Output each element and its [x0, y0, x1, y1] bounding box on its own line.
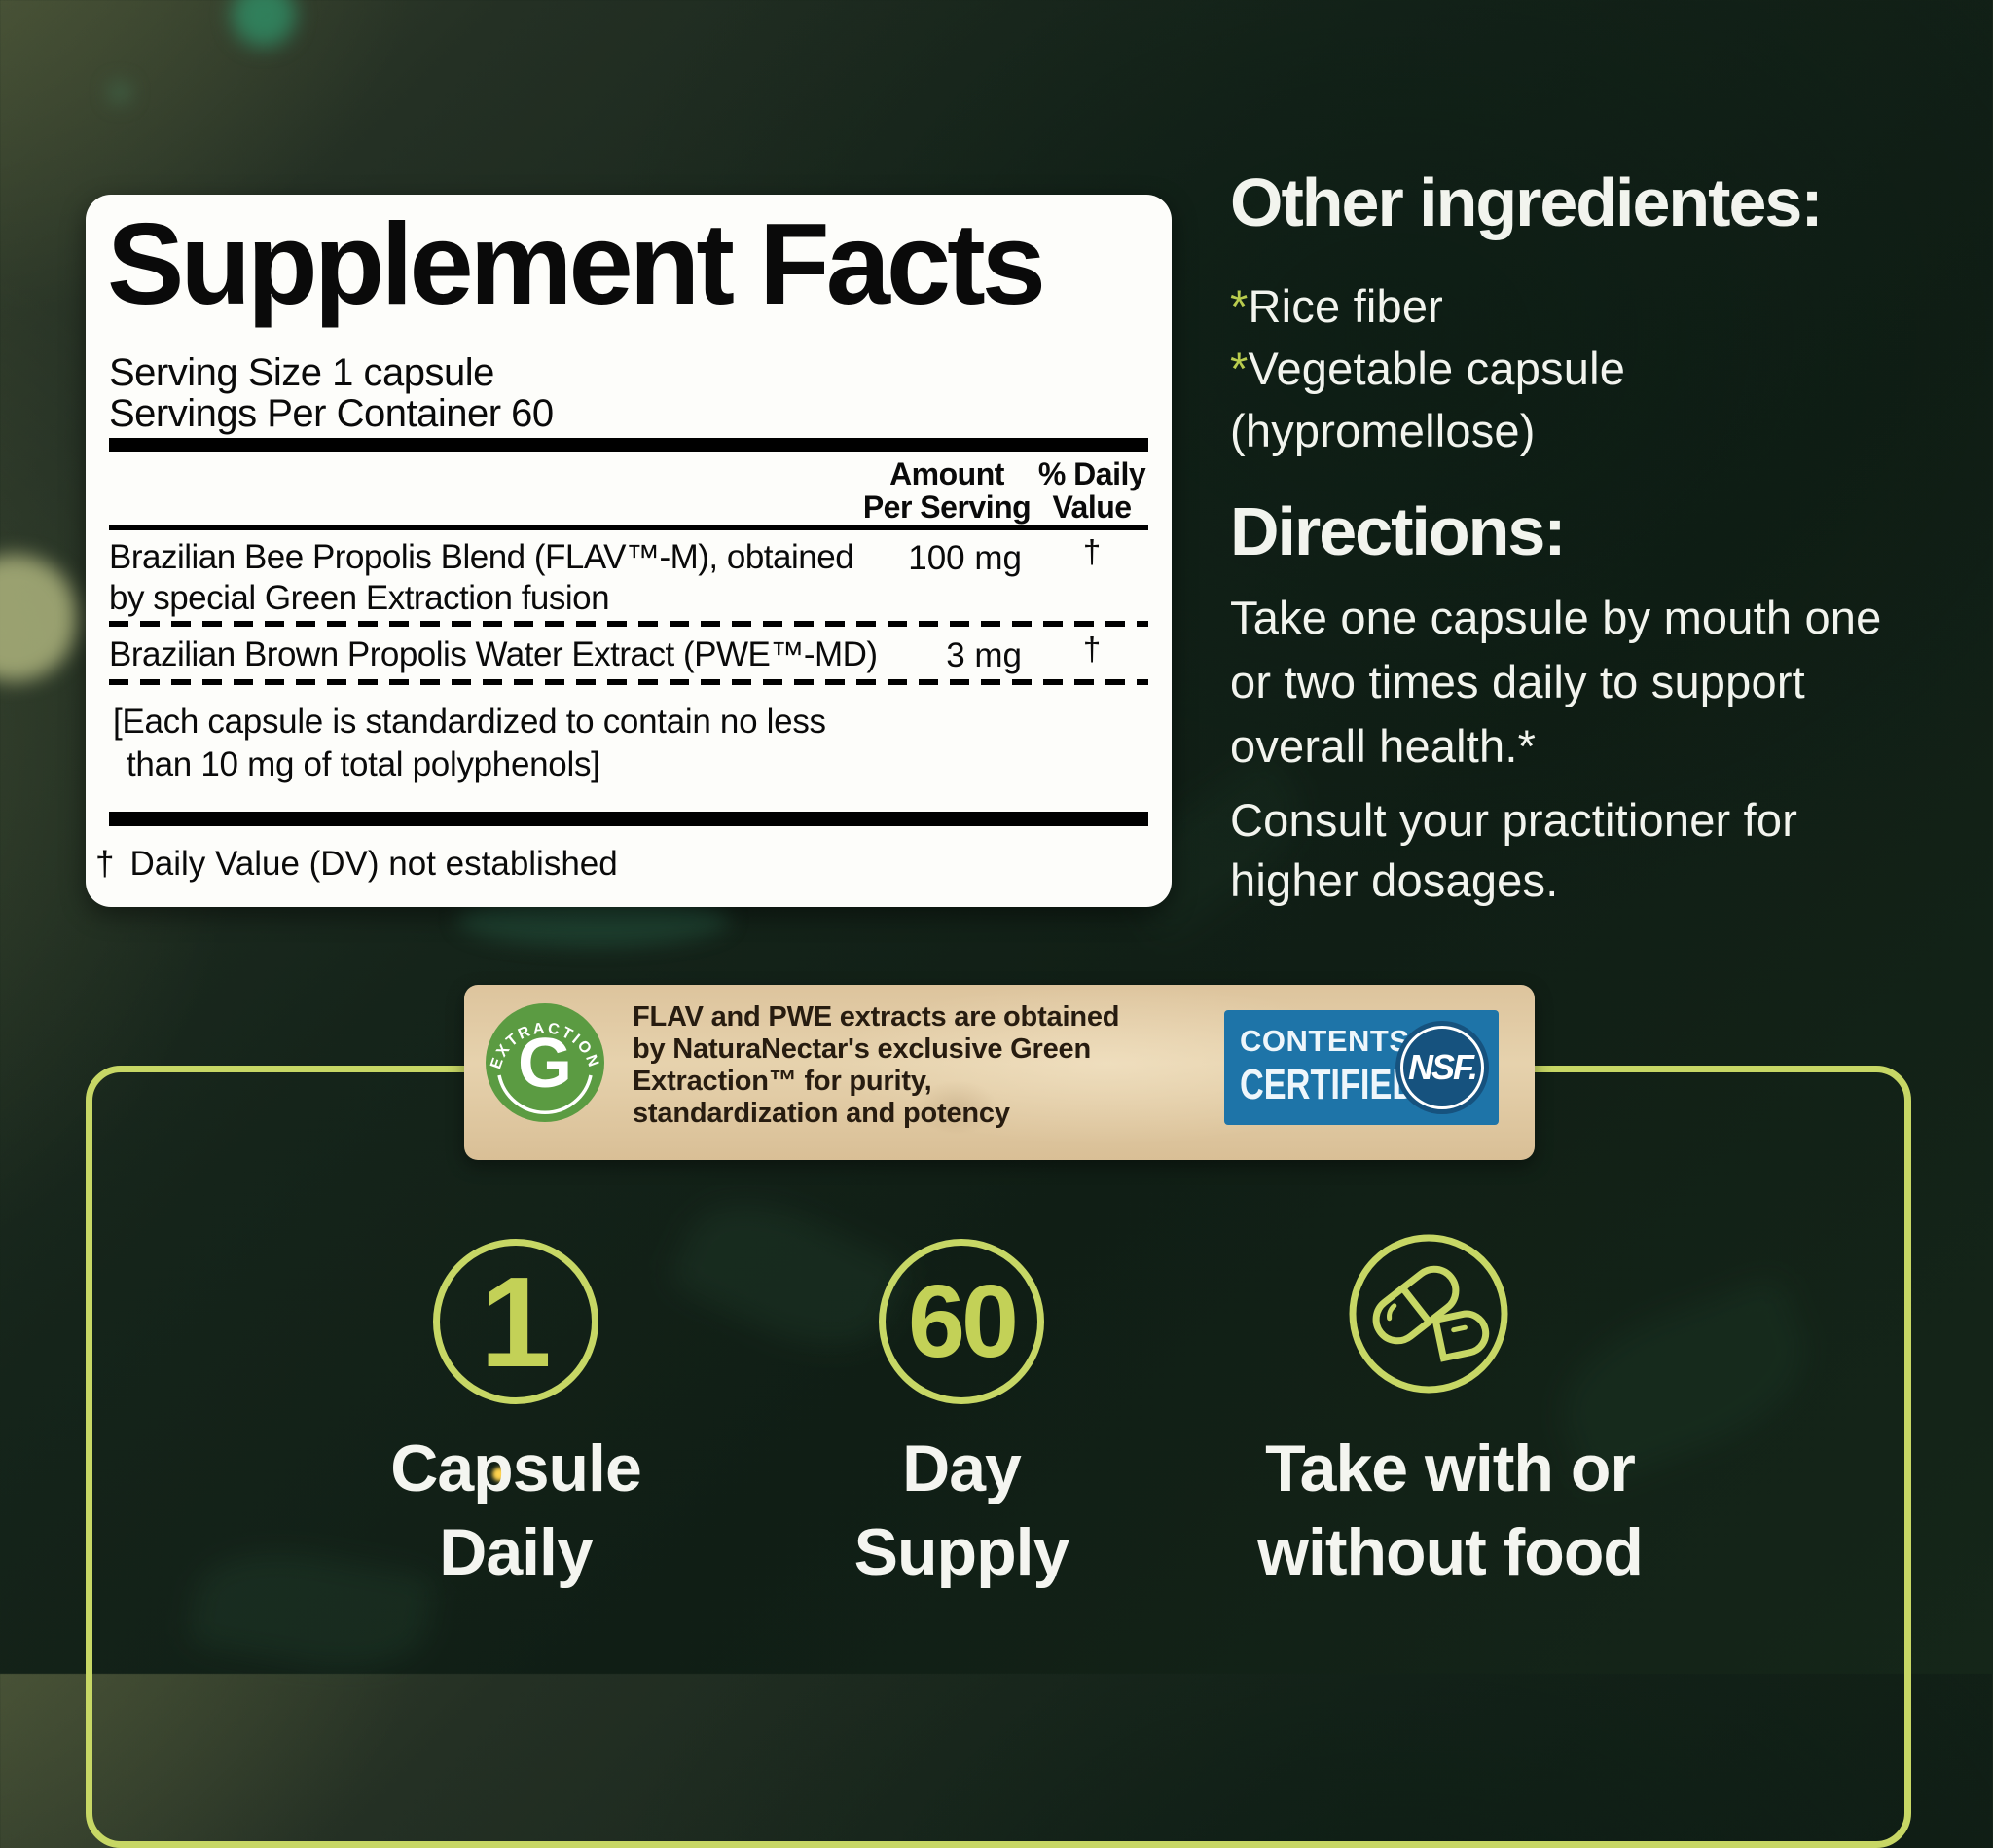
- directions-p1-line3: overall health.*: [1230, 720, 1537, 772]
- nsf-certified-badge: CONTENTS CERTIFIED NSF.: [1224, 1010, 1499, 1125]
- directions-p2-line1: Consult your practitioner for: [1230, 794, 1798, 846]
- directions-heading: Directions:: [1230, 493, 1567, 569]
- label-day-supply-line1: Day: [902, 1431, 1022, 1505]
- ingredient-row-2-amount: 3 mg: [946, 636, 1022, 674]
- ingredient-row-1-line1: Brazilian Bee Propolis Blend (FLAV™-M), …: [109, 538, 854, 576]
- column-header-dv-line2: Value: [1052, 489, 1132, 525]
- other-ingredient-1: *Rice fiber: [1230, 274, 1989, 339]
- label-capsule-daily-line1: Capsule: [390, 1431, 642, 1505]
- serving-size: Serving Size 1 capsule: [109, 351, 494, 394]
- standardization-note-line1: [Each capsule is standardized to contain…: [113, 703, 826, 741]
- other-ingredients-heading: Other ingredientes:: [1230, 164, 1824, 240]
- other-ingredient-1-text: Rice fiber: [1248, 280, 1444, 332]
- nsf-certified-label: CERTIFIED: [1240, 1061, 1417, 1108]
- servings-per-container: Servings Per Container 60: [109, 392, 554, 435]
- label-day-supply: Day Supply: [767, 1427, 1156, 1594]
- banner-line4: standardization and potency: [633, 1098, 1010, 1129]
- badge-sixty-days: 60: [879, 1239, 1044, 1404]
- directions-paragraph-1: Take one capsule by mouth one or two tim…: [1230, 586, 1989, 779]
- badge-sixty-number: 60: [908, 1263, 1019, 1379]
- bokeh-dot-small: [109, 82, 130, 103]
- label-capsule-daily-line2: Daily: [439, 1515, 594, 1589]
- thick-rule-top: [109, 438, 1148, 452]
- ingredient-row-2-name: Brazilian Brown Propolis Water Extract (…: [109, 635, 878, 673]
- asterisk-marker-2: *: [1230, 343, 1249, 394]
- directions-p1-line2: or two times daily to support: [1230, 656, 1805, 707]
- green-extraction-banner: EXTRACTION G FLAV and PWE extracts are o…: [464, 985, 1535, 1160]
- directions-p2-line2: higher dosages.: [1230, 854, 1559, 906]
- ingredient-row-1-dv: †: [1082, 533, 1102, 569]
- supplement-facts-panel: Supplement Facts Serving Size 1 capsule …: [86, 195, 1172, 907]
- supplement-facts-title: Supplement Facts: [107, 199, 1046, 329]
- bokeh-dot-top: [232, 0, 296, 47]
- badge-with-without-food: [1346, 1231, 1511, 1396]
- badge-one-capsule: 1: [433, 1239, 598, 1404]
- label-take-with-food-line1: Take with or: [1265, 1431, 1636, 1505]
- column-header-amount-line2: Per Serving: [862, 489, 1032, 525]
- daily-value-footnote: † Daily Value (DV) not established: [95, 845, 618, 884]
- ingredient-row-1-name: Brazilian Bee Propolis Blend (FLAV™-M), …: [109, 537, 854, 619]
- thick-rule-bottom: [109, 812, 1148, 826]
- left-edge-glow: [0, 555, 78, 681]
- logo-letter-g: G: [518, 1025, 572, 1103]
- label-day-supply-line2: Supply: [853, 1515, 1070, 1589]
- capsules-icon: [1349, 1234, 1508, 1394]
- label-take-with-food-line2: without food: [1257, 1515, 1644, 1589]
- ingredient-row-1-line2: by special Green Extraction fusion: [109, 579, 610, 617]
- other-ingredient-2-text: Vegetable capsule: [1248, 343, 1626, 394]
- dashed-rule-2: [109, 679, 1148, 685]
- dagger-symbol: †: [95, 845, 115, 883]
- banner-line1: FLAV and PWE extracts are obtained: [633, 1001, 1120, 1033]
- column-header-dv-line1: % Daily: [1037, 456, 1146, 491]
- other-ingredient-2: *Vegetable capsule: [1230, 337, 1989, 401]
- column-header-daily-value: % Daily Value: [1000, 457, 1183, 524]
- green-extraction-logo: EXTRACTION G: [486, 1003, 604, 1122]
- directions-paragraph-2: Consult your practitioner for higher dos…: [1230, 790, 1989, 911]
- badge-one-number: 1: [480, 1250, 552, 1394]
- dashed-rule-1: [109, 621, 1148, 627]
- nsf-logo: NSF.: [1395, 1021, 1489, 1114]
- label-capsule-daily: Capsule Daily: [321, 1427, 710, 1594]
- banner-line3: Extraction™ for purity,: [633, 1066, 932, 1097]
- nsf-logo-ring: [1400, 1026, 1484, 1109]
- ingredient-row-2-dv: †: [1082, 631, 1102, 667]
- ingredient-row-1-amount: 100 mg: [908, 539, 1022, 577]
- other-ingredient-2-continued: (hypromellose): [1230, 405, 1536, 456]
- nsf-logo-text: NSF.: [1407, 1047, 1478, 1087]
- header-rule: [109, 525, 1148, 530]
- nsf-contents-label: CONTENTS: [1240, 1024, 1410, 1058]
- standardization-note-line2: than 10 mg of total polyphenols]: [127, 745, 600, 783]
- banner-text: FLAV and PWE extracts are obtained by Na…: [633, 1001, 1119, 1130]
- daily-value-footnote-text: Daily Value (DV) not established: [129, 845, 618, 883]
- banner-line2: by NaturaNectar's exclusive Green: [633, 1033, 1091, 1065]
- label-take-with-food: Take with or without food: [1197, 1427, 1703, 1594]
- asterisk-marker-1: *: [1230, 280, 1249, 332]
- column-header-amount: Amount Per Serving: [825, 457, 1069, 524]
- directions-p1-line1: Take one capsule by mouth one: [1230, 592, 1882, 643]
- column-header-amount-line1: Amount: [889, 456, 1004, 491]
